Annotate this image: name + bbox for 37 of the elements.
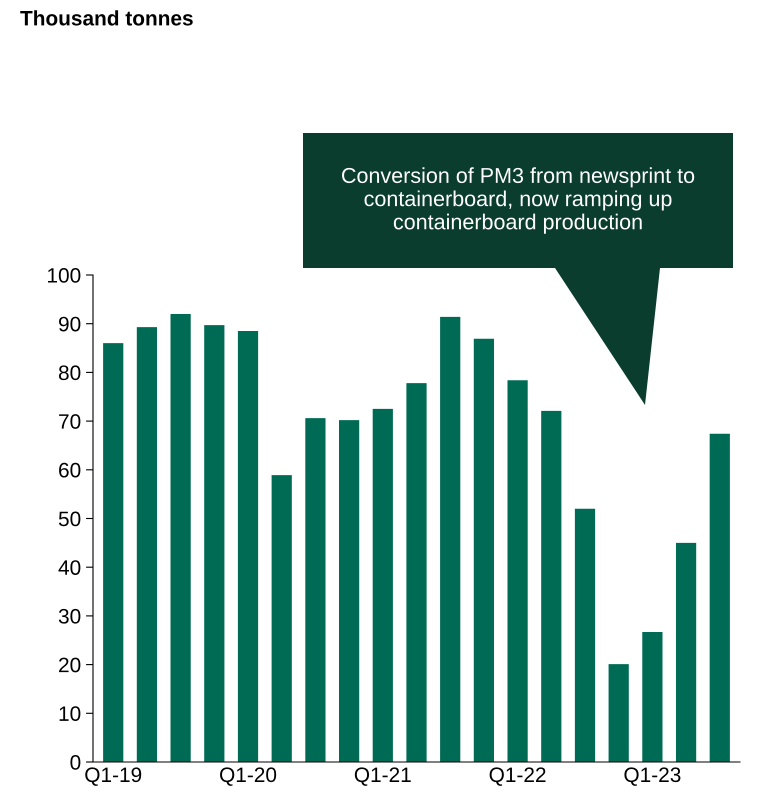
bar (642, 632, 662, 762)
bar (103, 343, 124, 762)
x-tick-label: Q1-23 (624, 767, 680, 786)
bar (676, 542, 696, 762)
bar (507, 380, 528, 762)
bar (238, 331, 258, 762)
y-tick-label: 50 (58, 512, 80, 526)
y-tick-label: 70 (59, 414, 80, 429)
y-tick-label: 30 (58, 608, 80, 624)
x-tick-label: Q1-22 (490, 767, 546, 786)
y-tick-label: 40 (58, 560, 80, 575)
bar (170, 314, 191, 762)
chart-title: Thousand tonnes (20, 10, 193, 26)
x-tick-label: Q1-21 (354, 767, 411, 786)
bar (136, 327, 158, 762)
bar (710, 434, 730, 762)
y-tick-label: 80 (58, 365, 80, 380)
y-tick-label: 20 (59, 658, 80, 672)
y-tick-label: 0 (70, 755, 80, 770)
x-tick-label: Q1-20 (220, 767, 276, 786)
text: Conversion of PM3 from newsprint to containerboard, now ramping up containerboard production (342, 167, 694, 234)
x-tick-label: Q1-19 (85, 767, 142, 786)
bar (338, 420, 360, 762)
bar (204, 325, 224, 762)
bar (541, 410, 562, 762)
bar (440, 316, 460, 762)
bar (474, 338, 494, 762)
y-tick-label: 90 (59, 316, 80, 332)
y-tick-label: 10 (60, 706, 80, 722)
bar (574, 508, 596, 762)
y-tick-label: 60 (59, 462, 80, 478)
bar (406, 383, 427, 762)
bar (272, 475, 292, 762)
bar (305, 418, 326, 762)
bar (372, 408, 393, 762)
y-tick-label: 100 (48, 268, 80, 283)
bar (608, 664, 629, 762)
